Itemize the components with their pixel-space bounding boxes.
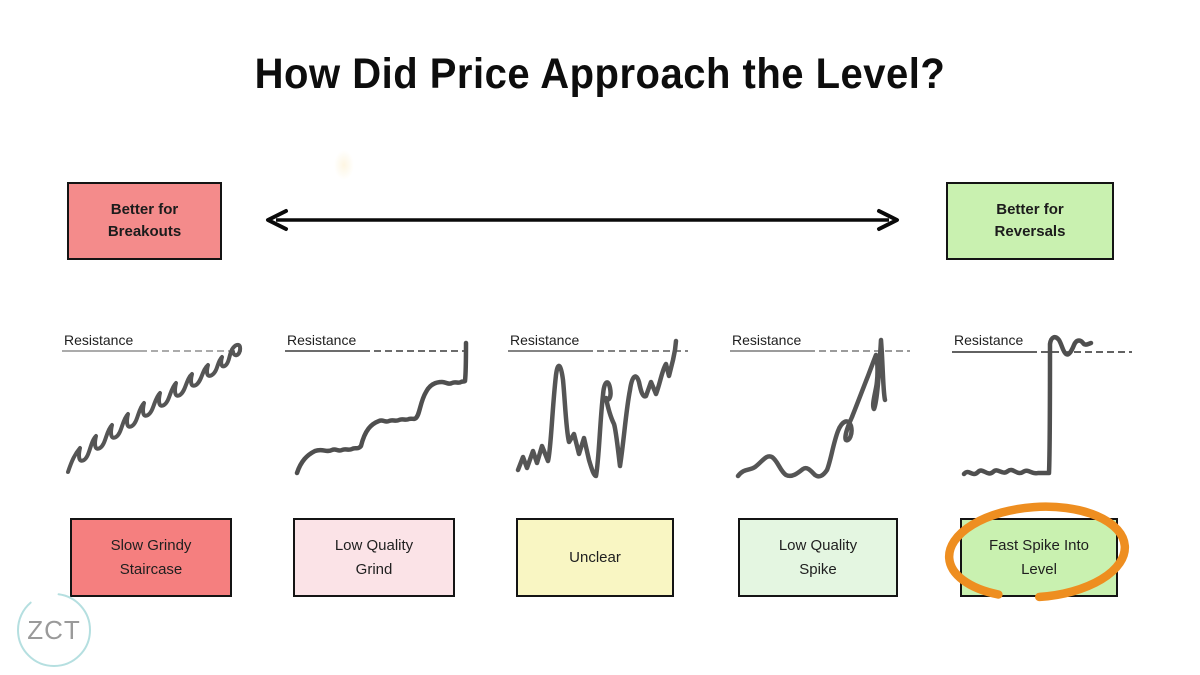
page-title: How Did Price Approach the Level?	[254, 50, 946, 98]
better-for-breakouts-box: Better for Breakouts	[67, 182, 222, 260]
arrowhead-right-icon	[877, 209, 899, 231]
category-label: Fast Spike Into Level	[988, 537, 1090, 578]
sketch-slow-grindy-staircase: Resistance	[62, 330, 247, 480]
price-line	[66, 342, 243, 474]
resistance-label: Resistance	[287, 332, 356, 348]
resistance-label: Resistance	[732, 332, 801, 348]
logo-ring-icon	[17, 593, 91, 667]
sketch-low-quality-spike: Resistance	[730, 330, 915, 480]
sketch-low-quality-grind: Resistance	[285, 330, 470, 480]
sketch-unclear: Resistance	[508, 330, 693, 480]
price-line	[961, 335, 1094, 477]
category-slow-grindy-staircase: Slow Grindy Staircase	[70, 518, 232, 597]
price-line	[515, 338, 679, 479]
price-line	[735, 337, 888, 479]
stray-highlighter-smudge	[334, 150, 354, 180]
zct-logo: ZCT	[8, 586, 100, 674]
category-unclear: Unclear	[516, 518, 674, 597]
category-fast-spike-into-level: Fast Spike Into Level	[960, 518, 1118, 597]
category-label: Slow Grindy Staircase	[110, 537, 192, 578]
category-label: Low Quality Grind	[334, 537, 414, 578]
category-low-quality-spike: Low Quality Spike	[738, 518, 898, 597]
resistance-label: Resistance	[64, 332, 133, 348]
sketch-fast-spike-into-level: Resistance	[952, 330, 1137, 480]
resistance-label: Resistance	[954, 332, 1023, 348]
category-low-quality-grind: Low Quality Grind	[293, 518, 455, 597]
better-for-reversals-label: Better for Reversals	[994, 200, 1066, 241]
arrowhead-left-icon	[266, 209, 288, 231]
category-label: Unclear	[569, 548, 621, 566]
better-for-breakouts-label: Better for Breakouts	[107, 200, 182, 241]
better-for-reversals-box: Better for Reversals	[946, 182, 1114, 260]
logo-text: ZCT	[27, 614, 81, 645]
price-line	[294, 340, 469, 476]
spectrum-double-arrow	[266, 209, 899, 231]
resistance-label: Resistance	[510, 332, 579, 348]
category-label: Low Quality Spike	[778, 537, 858, 578]
